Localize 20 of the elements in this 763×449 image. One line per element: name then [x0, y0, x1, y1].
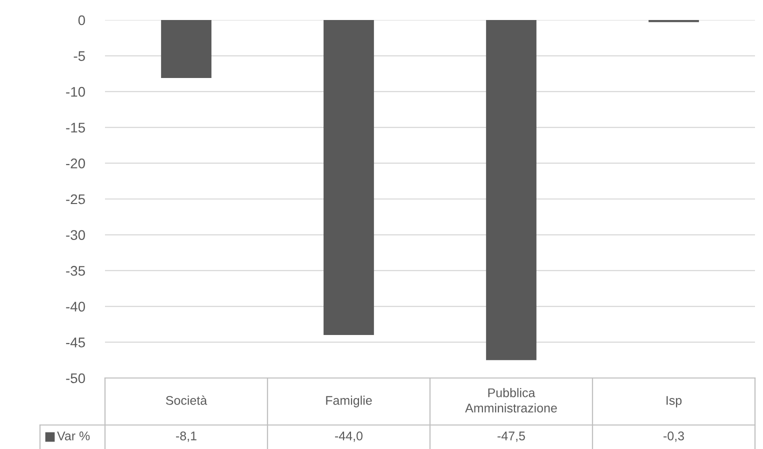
y-tick-label: -10 — [66, 86, 86, 97]
y-tick-label: 0 — [78, 15, 86, 26]
data-label: -8,1 — [176, 432, 196, 442]
y-tick-label: -25 — [66, 194, 85, 204]
x-tick-label: Famiglie — [326, 396, 372, 408]
data-label: -44,0 — [335, 432, 363, 442]
y-tick-label: -45 — [66, 338, 85, 348]
y-tick-label: -5 — [74, 51, 85, 61]
y-tick-label: -50 — [66, 373, 86, 384]
legend-label: Var % — [57, 432, 90, 440]
x-tick-label: Isp — [666, 396, 682, 408]
x-tick-label: Società — [166, 396, 208, 405]
data-label: -47,5 — [498, 432, 525, 442]
y-tick-label: -35 — [66, 266, 85, 276]
y-tick-label: -20 — [66, 158, 86, 168]
y-tick-label: -15 — [66, 122, 85, 133]
y-tick-label: -40 — [66, 302, 86, 312]
x-tick-label: Pubblica Amministrazione — [465, 388, 557, 412]
y-tick-label: -30 — [66, 230, 86, 240]
data-label: -0,3 — [664, 432, 684, 442]
